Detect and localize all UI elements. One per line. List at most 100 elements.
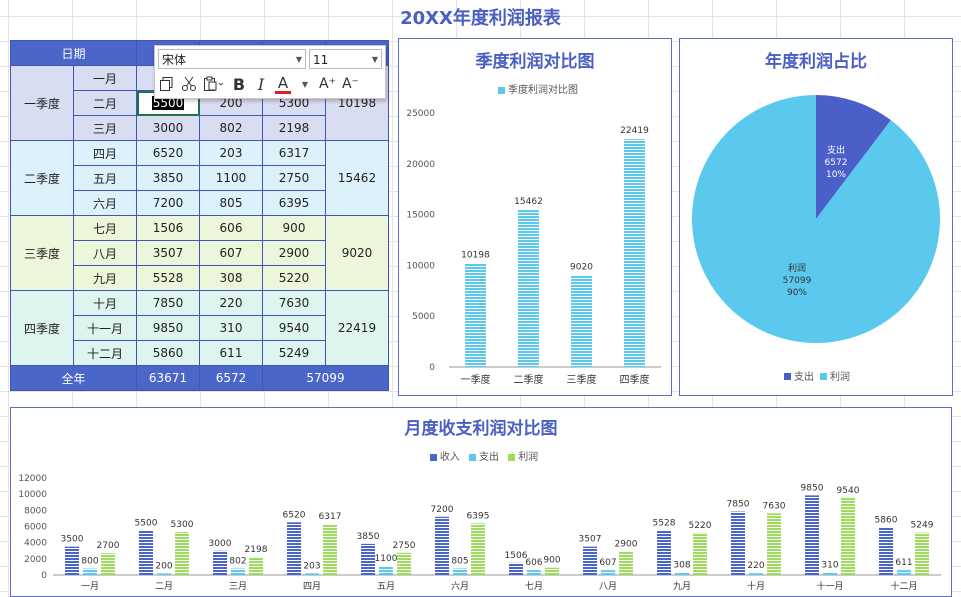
table-cell[interactable]: 6395 bbox=[262, 190, 326, 216]
table-cell[interactable]: 7200 bbox=[136, 190, 200, 216]
data-label: 3850 bbox=[357, 532, 380, 542]
mini-format-toolbar[interactable]: 宋体 ▼ 11 ▼ B I A ▼ A⁺ A⁻ bbox=[154, 45, 386, 99]
chart-title: 月度收支利润对比图 bbox=[404, 419, 558, 439]
table-header-cell[interactable]: 日期 bbox=[10, 40, 137, 66]
table-cell[interactable]: 2900 bbox=[262, 240, 326, 266]
font-color-button[interactable]: A bbox=[275, 74, 291, 94]
table-cell[interactable]: 六月 bbox=[73, 190, 137, 216]
total-cell[interactable]: 6572 bbox=[199, 365, 263, 391]
quarterly-bar-plot: 0 5000 10000 15000 20000 25000 10198 一季度 15462 二季… bbox=[406, 109, 661, 386]
table-cell[interactable]: 2198 bbox=[262, 115, 326, 141]
bold-button[interactable]: B bbox=[232, 74, 246, 94]
data-label: 7630 bbox=[763, 501, 786, 511]
table-cell[interactable]: 一月 bbox=[73, 65, 137, 91]
total-cell[interactable]: 63671 bbox=[136, 365, 200, 391]
table-cell[interactable]: 9850 bbox=[136, 315, 200, 341]
table-cell[interactable]: 5860 bbox=[136, 340, 200, 366]
quarter-cell[interactable]: 三季度 bbox=[10, 215, 74, 291]
table-cell[interactable]: 6520 bbox=[136, 140, 200, 166]
y-tick-label: 0 bbox=[41, 571, 47, 581]
table-cell[interactable]: 203 bbox=[199, 140, 263, 166]
data-label: 310 bbox=[821, 560, 838, 570]
table-cell[interactable]: 十二月 bbox=[73, 340, 137, 366]
table-cell[interactable]: 1506 bbox=[136, 215, 200, 241]
bar-expense bbox=[453, 568, 467, 575]
annual-profit-pie-chart[interactable]: 年度利润占比 支出 6572 10% 利润 57099 90% 支出 利润 bbox=[679, 38, 953, 396]
table-cell[interactable]: 八月 bbox=[73, 240, 137, 266]
table-cell[interactable]: 七月 bbox=[73, 215, 137, 241]
table-cell[interactable]: 5528 bbox=[136, 265, 200, 291]
table-cell[interactable]: 二月 bbox=[73, 90, 137, 116]
y-tick-label: 25000 bbox=[406, 109, 435, 119]
table-cell[interactable]: 1100 bbox=[199, 165, 263, 191]
font-name-select[interactable]: 宋体 ▼ bbox=[158, 49, 306, 69]
table-cell[interactable]: 3850 bbox=[136, 165, 200, 191]
quarter-cell[interactable]: 四季度 bbox=[10, 290, 74, 366]
table-cell[interactable]: 900 bbox=[262, 215, 326, 241]
bar-expense bbox=[749, 573, 763, 575]
table-cell[interactable]: 3507 bbox=[136, 240, 200, 266]
quarter-total-cell[interactable]: 9020 bbox=[325, 215, 389, 291]
table-cell[interactable]: 7850 bbox=[136, 290, 200, 316]
quarterly-profit-chart[interactable]: 季度利润对比图 季度利润对比图 0 5000 10000 15000 20000 2500… bbox=[398, 38, 672, 396]
table-cell[interactable]: 3000 bbox=[136, 115, 200, 141]
table-cell[interactable]: 十月 bbox=[73, 290, 137, 316]
bar-profit bbox=[397, 552, 411, 575]
data-label: 5220 bbox=[689, 521, 712, 531]
bar-expense bbox=[157, 573, 171, 575]
table-cell[interactable]: 5220 bbox=[262, 265, 326, 291]
quarter-cell[interactable]: 二季度 bbox=[10, 140, 74, 216]
bar-profit bbox=[471, 523, 485, 575]
italic-button[interactable]: I bbox=[257, 74, 265, 94]
table-cell[interactable]: 805 bbox=[199, 190, 263, 216]
y-tick-label: 5000 bbox=[412, 312, 435, 322]
grow-font-button[interactable]: A⁺ bbox=[319, 76, 336, 92]
bar-expense bbox=[379, 566, 393, 575]
table-cell[interactable]: 2750 bbox=[262, 165, 326, 191]
table-cell[interactable]: 五月 bbox=[73, 165, 137, 191]
data-label: 800 bbox=[81, 557, 98, 567]
slice-label: 10% bbox=[826, 170, 846, 180]
legend-label: 支出 bbox=[794, 370, 814, 383]
total-cell[interactable]: 全年 bbox=[10, 365, 137, 391]
data-label: 5528 bbox=[653, 518, 676, 528]
table-cell[interactable]: 220 bbox=[199, 290, 263, 316]
monthly-comparison-chart[interactable]: 月度收支利润对比图 收入 支出 利润 0 2000 4000 6000 8000 1000… bbox=[10, 407, 952, 597]
data-label: 5500 bbox=[135, 519, 158, 529]
quarter-total-cell[interactable]: 15462 bbox=[325, 140, 389, 216]
bar-income bbox=[879, 527, 893, 575]
font-size-select[interactable]: 11 ▼ bbox=[309, 49, 382, 69]
paste-icon[interactable] bbox=[203, 74, 225, 94]
table-cell[interactable]: 九月 bbox=[73, 265, 137, 291]
chevron-down-icon[interactable]: ▼ bbox=[301, 79, 309, 89]
bar-income bbox=[213, 550, 227, 575]
table-cell[interactable]: 611 bbox=[199, 340, 263, 366]
shrink-font-button[interactable]: A⁻ bbox=[341, 76, 359, 92]
x-tick-label: 一月 bbox=[81, 581, 99, 592]
table-cell[interactable]: 606 bbox=[199, 215, 263, 241]
table-cell[interactable]: 6317 bbox=[262, 140, 326, 166]
table-cell[interactable]: 607 bbox=[199, 240, 263, 266]
table-cell[interactable]: 四月 bbox=[73, 140, 137, 166]
y-tick-label: 0 bbox=[429, 363, 435, 373]
cut-icon[interactable] bbox=[181, 74, 197, 94]
chart-legend: 收入 支出 利润 bbox=[11, 448, 951, 463]
table-cell[interactable]: 十一月 bbox=[73, 315, 137, 341]
quarter-total-cell[interactable]: 22419 bbox=[325, 290, 389, 366]
quarter-cell[interactable]: 一季度 bbox=[10, 65, 74, 141]
table-cell[interactable]: 802 bbox=[199, 115, 263, 141]
data-label: 802 bbox=[229, 557, 246, 567]
table-cell[interactable]: 三月 bbox=[73, 115, 137, 141]
table-cell[interactable]: 7630 bbox=[262, 290, 326, 316]
table-cell[interactable]: 308 bbox=[199, 265, 263, 291]
total-cell[interactable]: 57099 bbox=[262, 365, 389, 391]
chevron-down-icon: ▼ bbox=[295, 55, 302, 64]
data-label: 203 bbox=[303, 561, 320, 571]
table-cell[interactable]: 5249 bbox=[262, 340, 326, 366]
bar-expense bbox=[675, 572, 689, 575]
chevron-down-icon: ▼ bbox=[371, 55, 378, 64]
copy-icon[interactable] bbox=[159, 74, 175, 94]
slice-label: 90% bbox=[787, 288, 807, 298]
table-cell[interactable]: 310 bbox=[199, 315, 263, 341]
table-cell[interactable]: 9540 bbox=[262, 315, 326, 341]
